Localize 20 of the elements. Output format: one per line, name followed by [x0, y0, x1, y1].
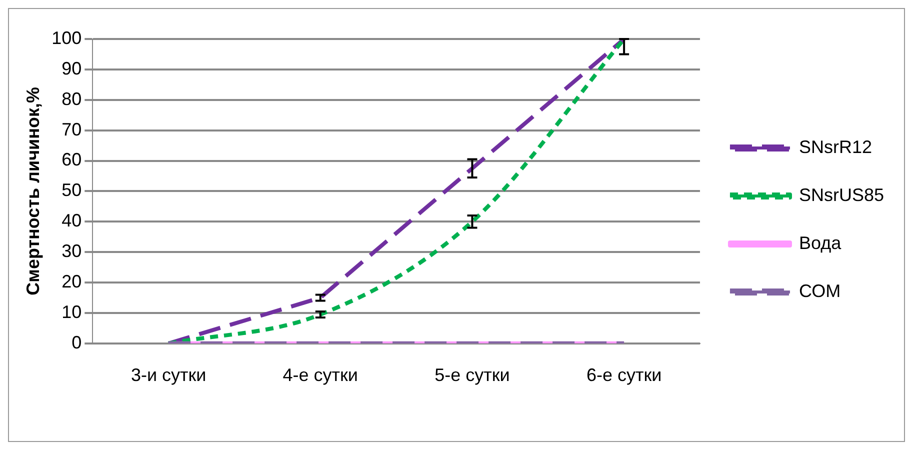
y-tick-label: 50 [62, 180, 82, 200]
legend-label: Вода [798, 232, 842, 253]
y-tick-label: 20 [62, 271, 82, 292]
y-axis-title: Смертность личинок,% [22, 87, 43, 296]
y-tick-label: 70 [62, 119, 82, 140]
x-tick-label: 5-е сутки [434, 365, 510, 386]
legend-label: SNsrUS85 [798, 184, 884, 205]
x-tick-label: 4-е сутки [282, 365, 358, 386]
legend-label: SNsrR12 [798, 136, 872, 157]
y-tick-label: 100 [52, 28, 82, 48]
y-tick-label: 30 [62, 241, 82, 262]
y-tick-label: 90 [62, 58, 82, 78]
x-tick-label: 6-е сутки [586, 365, 662, 386]
y-tick-label: 10 [62, 302, 82, 322]
x-tick-label: 3-и сутки [130, 365, 206, 386]
y-tick-label: 80 [62, 88, 82, 109]
y-tick-label: 40 [62, 210, 82, 231]
y-tick-label: 0 [72, 332, 82, 352]
legend-label: СОМ [798, 280, 841, 301]
y-tick-label: 60 [62, 150, 82, 170]
